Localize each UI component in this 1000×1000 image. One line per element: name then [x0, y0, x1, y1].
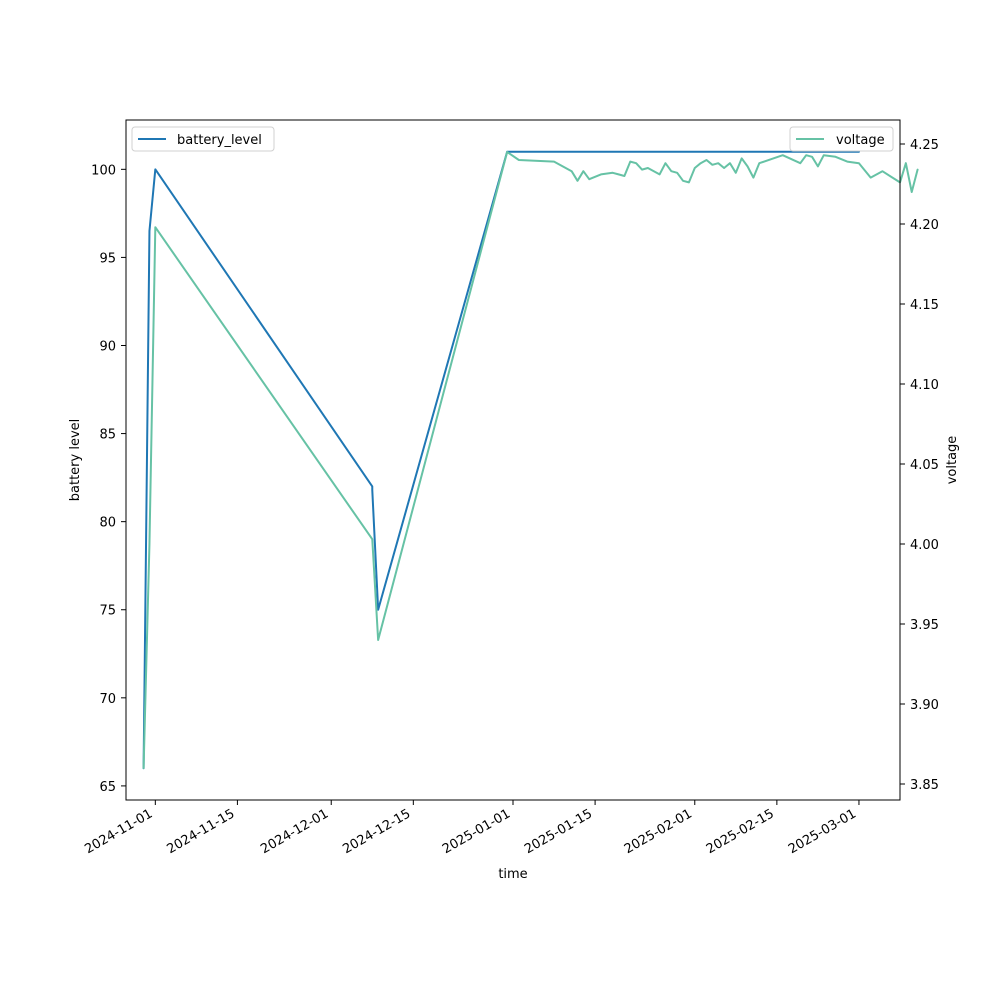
right-y-tick-label: 4.20: [910, 218, 939, 233]
right-y-tick-label: 4.25: [910, 138, 939, 153]
x-tick-label: 2025-02-01: [622, 806, 695, 857]
x-tick-label: 2025-03-01: [786, 806, 859, 857]
plot-area-background: [126, 120, 900, 800]
left-y-tick-label: 100: [91, 163, 116, 178]
x-axis: 2024-11-01 2024-11-15 2024-12-01 2024-12-15…: [82, 800, 860, 857]
right-y-tick-label: 3.90: [910, 698, 939, 713]
left-y-tick-label: 75: [99, 604, 116, 619]
left-y-tick-label: 85: [99, 428, 116, 443]
series-layer: [142, 150, 919, 770]
left-y-tick-label: 80: [99, 516, 116, 531]
left-y-tick-label: 90: [99, 339, 116, 354]
x-tick-label: 2025-01-01: [440, 806, 513, 857]
x-tick-label: 2024-12-01: [258, 806, 331, 857]
right-y-tick-label: 4.05: [910, 458, 939, 473]
right-y-tick-label: 3.85: [910, 778, 939, 793]
right-y-tick-label: 4.10: [910, 378, 939, 393]
right-y-tick-label: 4.00: [910, 538, 939, 553]
left-y-tick-label: 65: [99, 780, 116, 795]
legend-box: [789, 126, 894, 152]
x-tick-label: 2025-01-15: [522, 806, 595, 857]
x-tick-label: 2025-02-15: [704, 806, 777, 857]
legend-label-battery-level: battery_level: [177, 133, 262, 148]
x-tick-label: 2024-11-01: [82, 806, 155, 857]
left-y-axis: 65 70 75 80 85 90 95 100: [91, 163, 126, 795]
legend-voltage: voltage: [789, 126, 894, 152]
series-line-voltage: [142, 151, 919, 769]
left-y-tick-label: 70: [99, 692, 116, 707]
legend-box: [131, 126, 275, 152]
series-line-battery-level: [142, 150, 860, 770]
x-axis-title: time: [498, 867, 527, 882]
legend-battery-level: battery_level: [131, 126, 275, 152]
left-y-tick-label: 95: [99, 251, 116, 266]
right-y-axis-title: voltage: [945, 436, 960, 485]
x-tick-label: 2024-11-15: [164, 806, 237, 857]
right-y-axis: 3.85 3.90 3.95 4.00 4.05 4.10 4.15 4.20 4.25: [900, 138, 939, 793]
right-y-tick-label: 4.15: [910, 298, 939, 313]
legend-label-voltage: voltage: [836, 133, 885, 148]
left-y-axis-title: battery level: [68, 419, 83, 502]
right-y-tick-label: 3.95: [910, 618, 939, 633]
x-tick-label: 2024-12-15: [340, 806, 413, 857]
